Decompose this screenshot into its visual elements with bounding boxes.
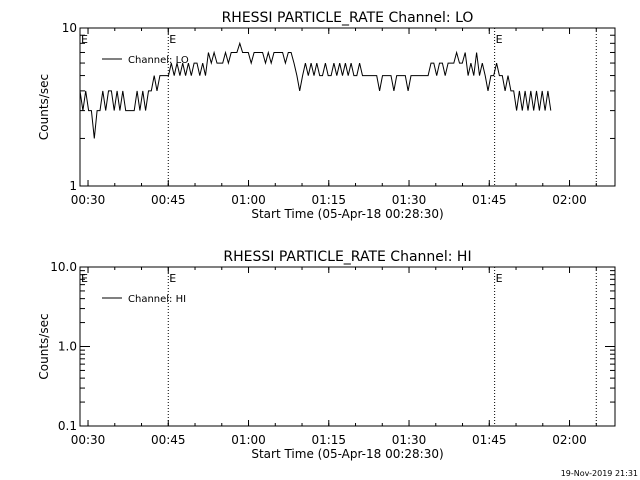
x-tick-label: 02:00 — [552, 433, 587, 447]
y-tick-label: 10.0 — [50, 260, 77, 274]
event-marker: E — [169, 272, 176, 285]
x-tick-label: 01:45 — [472, 433, 507, 447]
y-tick-label: 10 — [62, 21, 77, 35]
x-tick-label: 00:45 — [151, 193, 186, 207]
y-tick-label: 0.1 — [58, 419, 77, 433]
plot-frame — [79, 266, 616, 427]
y-tick-label: 1.0 — [58, 340, 77, 354]
x-tick-label: 01:00 — [231, 193, 266, 207]
legend-label: Channel: LO — [128, 55, 189, 66]
event-marker: E — [496, 272, 503, 285]
x-axis-label: Start Time (05-Apr-18 00:28:30) — [251, 207, 443, 221]
chart-panel-hi: RHESSI PARTICLE_RATE Channel: HI 00:30 00:… — [37, 249, 616, 461]
legend-label: Channel: HI — [128, 294, 186, 305]
event-marker: E — [496, 33, 503, 46]
chart-panel-lo: RHESSI PARTICLE_RATE Channel: LO 00:30 00:… — [37, 10, 616, 221]
x-axis-label: Start Time (05-Apr-18 00:28:30) — [251, 447, 443, 461]
plot-frame — [79, 27, 616, 187]
y-axis-label: Counts/sec — [37, 313, 51, 379]
event-marker-start: E — [81, 33, 88, 46]
y-axis-label: Counts/sec — [37, 74, 51, 140]
chart-title: RHESSI PARTICLE_RATE Channel: HI — [223, 249, 471, 265]
x-tick-label: 00:45 — [151, 433, 186, 447]
x-tick-label: 01:45 — [472, 193, 507, 207]
event-marker: E — [169, 33, 176, 46]
x-tick-label: 01:30 — [392, 433, 427, 447]
series-line-channel-lo — [79, 41, 552, 139]
x-tick-label: 00:30 — [71, 433, 106, 447]
chart-title: RHESSI PARTICLE_RATE Channel: LO — [222, 10, 474, 26]
x-tick-label: 01:00 — [231, 433, 266, 447]
x-tick-label: 01:15 — [311, 433, 346, 447]
y-tick-label: 1 — [69, 179, 77, 193]
event-marker-start: E — [81, 272, 88, 285]
timestamp-label: 19-Nov-2019 21:31 — [561, 469, 638, 478]
x-tick-label: 01:30 — [392, 193, 427, 207]
x-tick-label: 01:15 — [311, 193, 346, 207]
x-tick-label: 00:30 — [71, 193, 106, 207]
x-tick-label: 02:00 — [552, 193, 587, 207]
